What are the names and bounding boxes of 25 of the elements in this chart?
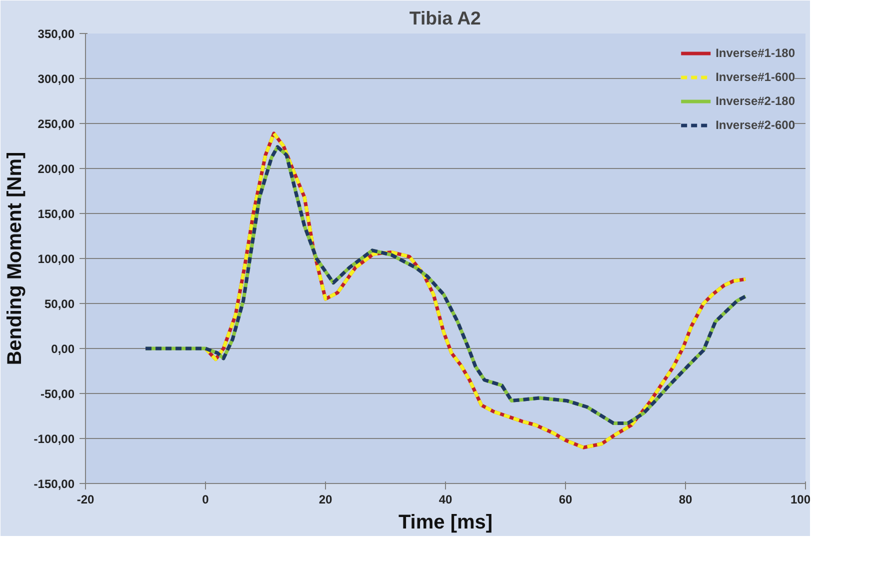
x-tick-label: 100 xyxy=(790,492,811,506)
legend-label: Inverse#1-600 xyxy=(716,70,795,84)
y-tick-label: -150,00 xyxy=(34,477,75,491)
y-axis-title: Bending Moment [Nm] xyxy=(4,152,26,366)
y-tick-label: -100,00 xyxy=(34,432,75,446)
x-tick-label: 20 xyxy=(318,492,332,506)
legend-label: Inverse#2-600 xyxy=(716,118,795,132)
y-tick-label: 200,00 xyxy=(38,162,75,176)
x-tick-label: -20 xyxy=(76,492,94,506)
y-tick-label: 0,00 xyxy=(51,342,75,356)
x-axis-title: Time [ms] xyxy=(398,512,493,534)
y-tick-label: 250,00 xyxy=(38,117,75,131)
x-tick-label: 80 xyxy=(678,492,692,506)
y-tick-label: 300,00 xyxy=(38,72,75,86)
legend-label: Inverse#1-180 xyxy=(716,46,795,60)
y-tick-label: 150,00 xyxy=(38,207,75,221)
chart-title: Tibia A2 xyxy=(409,8,481,28)
y-tick-label: 350,00 xyxy=(38,27,75,41)
y-tick-label: -50,00 xyxy=(40,387,75,401)
x-tick-label: 40 xyxy=(438,492,452,506)
y-tick-label: 100,00 xyxy=(38,252,75,266)
x-tick-label: 0 xyxy=(202,492,210,506)
x-tick-label: 60 xyxy=(558,492,572,506)
y-tick-label: 50,00 xyxy=(44,297,75,311)
legend-label: Inverse#2-180 xyxy=(716,94,795,108)
